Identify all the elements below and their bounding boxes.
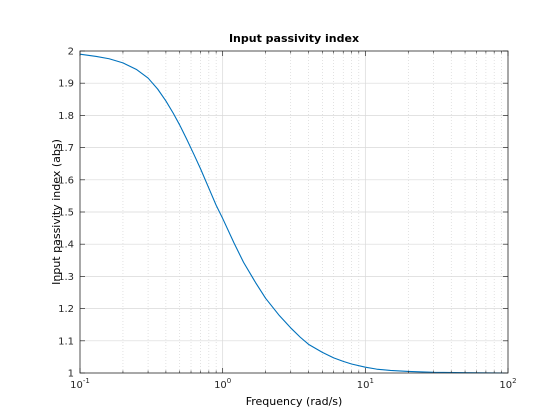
y-tick-label: 1.2 xyxy=(58,304,74,315)
y-tick-label: 1.7 xyxy=(58,143,74,154)
y-tick-label: 1.9 xyxy=(58,79,74,90)
x-tick-label: 100 xyxy=(214,377,231,391)
y-tick-label: 2 xyxy=(68,47,74,58)
chart-title: Input passivity index xyxy=(229,32,359,45)
x-tick-labels: 10-1 100 101 102 xyxy=(70,377,516,391)
y-tick-label: 1 xyxy=(68,369,74,380)
x-tick-label: 10-1 xyxy=(70,377,90,391)
x-tick-label: 101 xyxy=(357,377,374,391)
x-tick-label: 102 xyxy=(499,377,516,391)
y-tick-label: 1.4 xyxy=(58,240,74,251)
y-axis-label: Input passivity index (abs) xyxy=(50,139,63,285)
y-tick-label: 1.8 xyxy=(58,111,74,122)
y-tick-label: 1.5 xyxy=(58,208,74,219)
y-tick-label: 1.6 xyxy=(58,175,74,186)
x-axis-label: Frequency (rad/s) xyxy=(246,395,343,408)
tick-marks xyxy=(79,50,509,374)
passivity-index-line xyxy=(79,53,509,374)
major-grid xyxy=(80,51,508,373)
y-tick-label: 1.3 xyxy=(58,272,74,283)
y-tick-label: 1.1 xyxy=(58,336,74,347)
y-tick-labels: 1 1.1 1.2 1.3 1.4 1.5 1.6 1.7 1.8 1.9 2 xyxy=(58,47,74,380)
curve-layer xyxy=(79,53,509,374)
